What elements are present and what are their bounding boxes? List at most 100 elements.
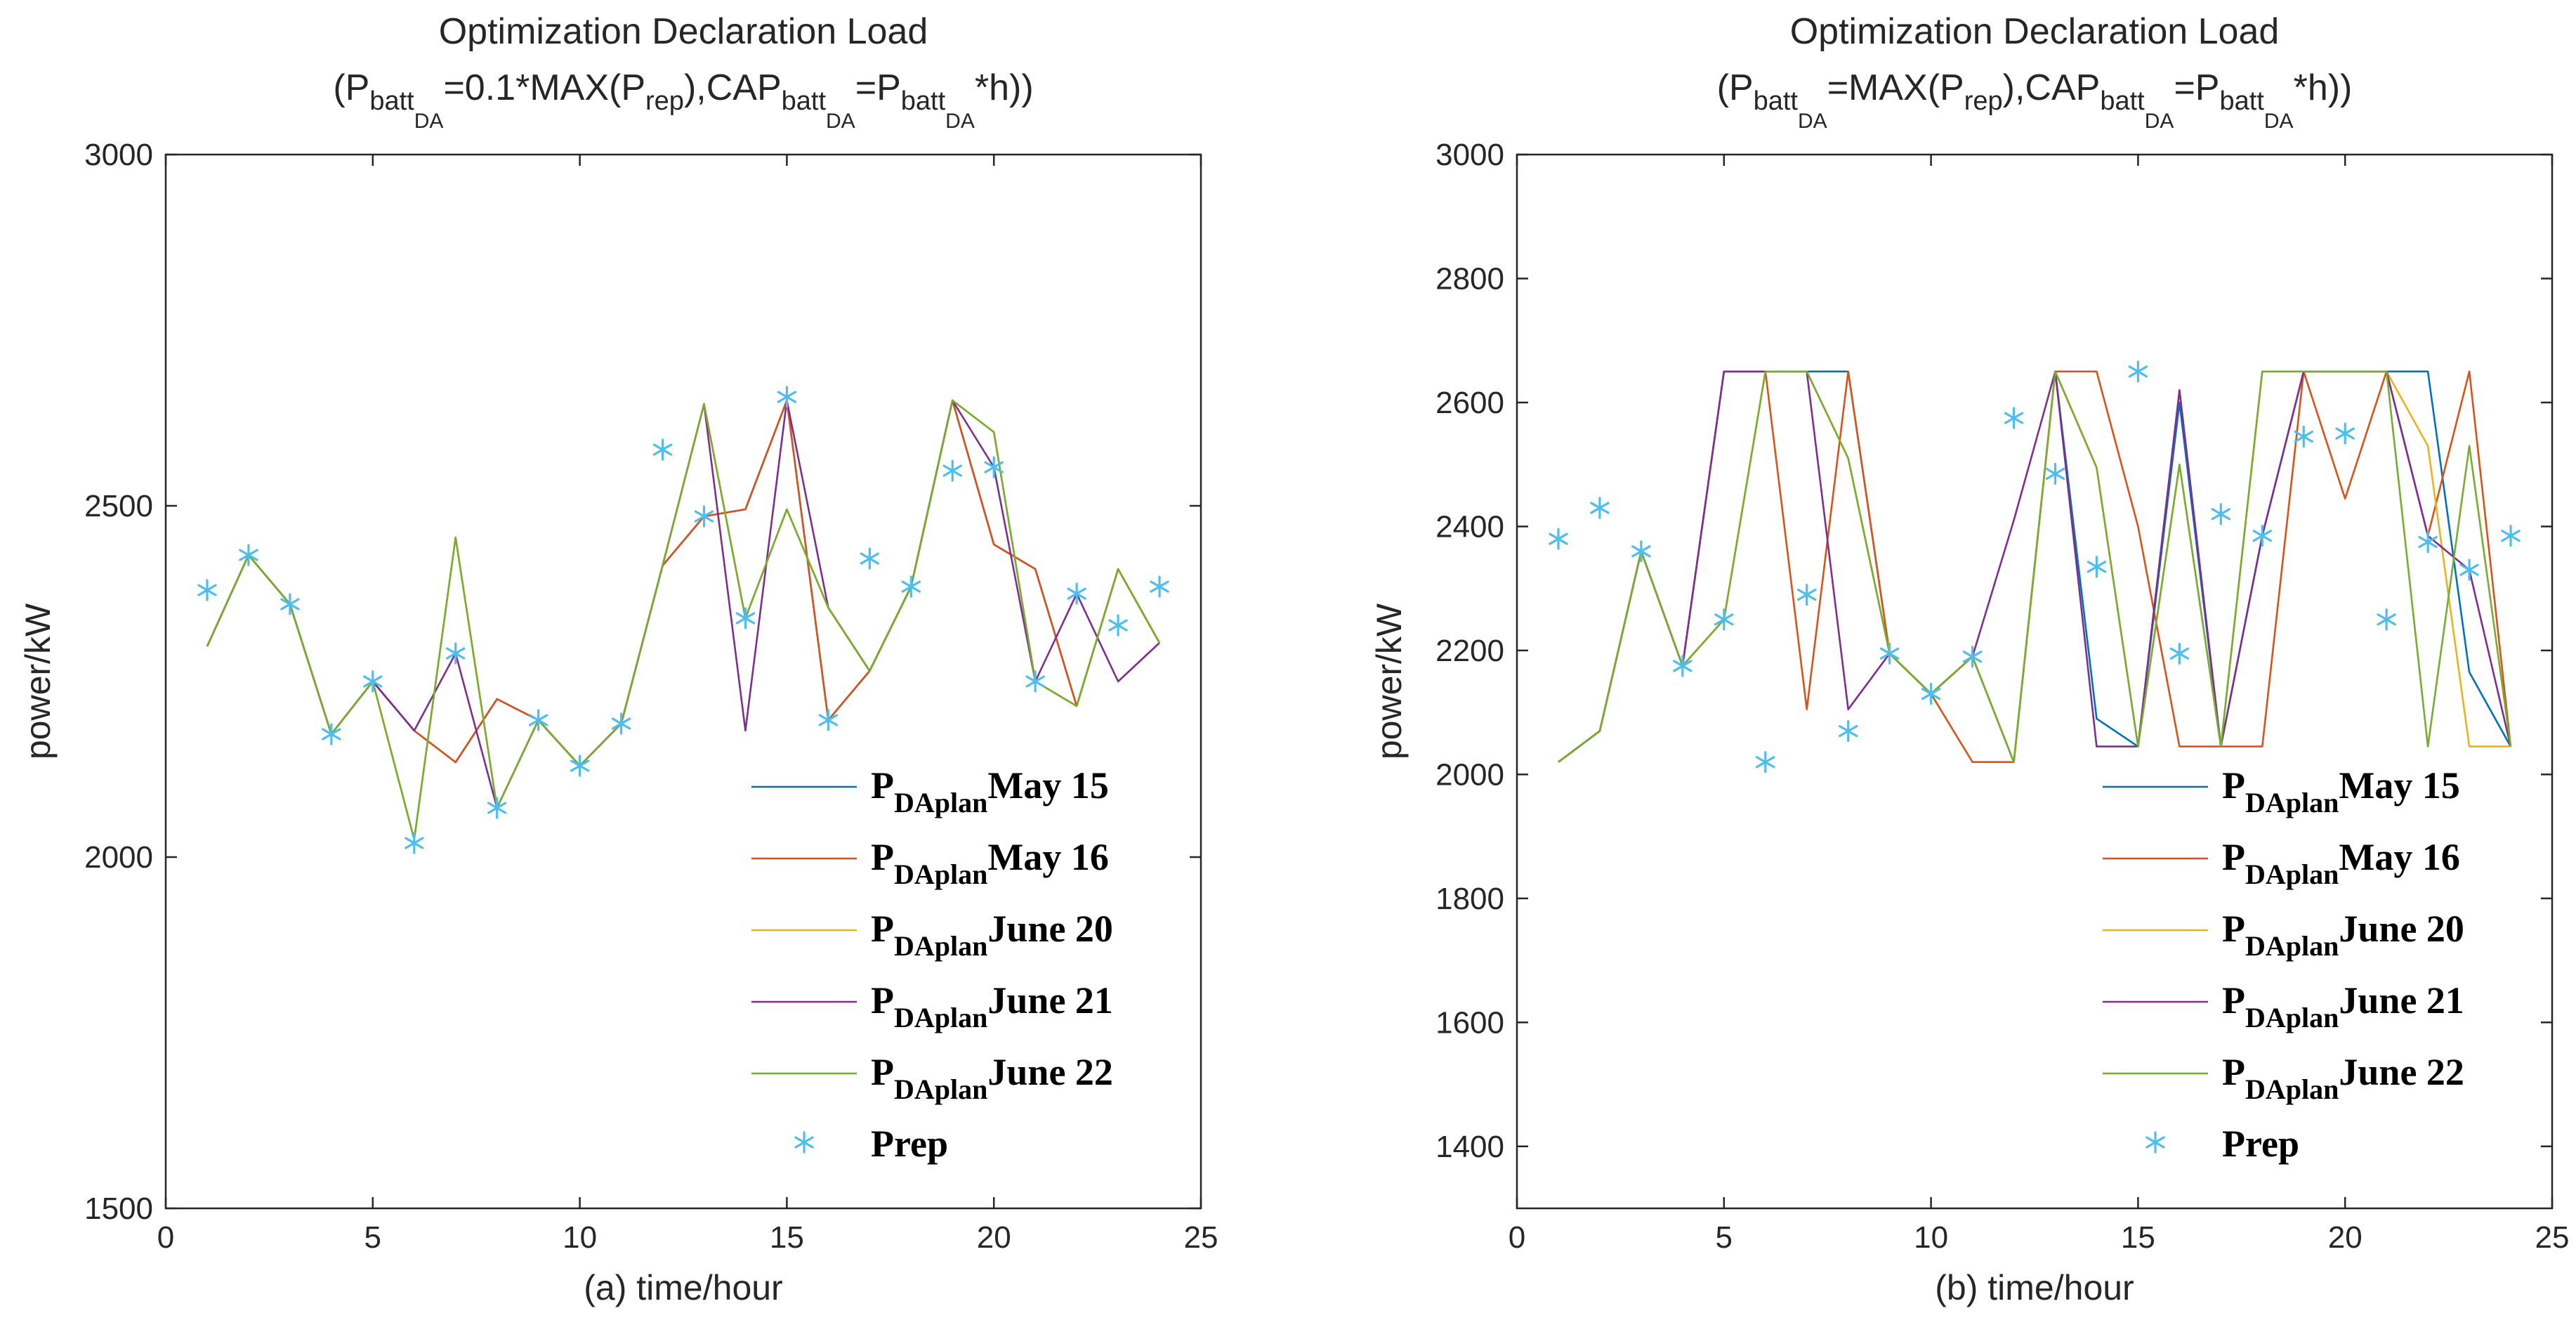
prep-marker xyxy=(1631,540,1651,563)
prep-marker xyxy=(528,709,548,731)
prep-marker xyxy=(570,755,590,777)
legend-label-may16: PDAplanMay 16 xyxy=(2222,836,2460,890)
x-tick-label: 15 xyxy=(2121,1220,2155,1255)
prep-marker xyxy=(1549,528,1568,550)
prep-marker xyxy=(2252,525,2273,547)
y-tick-label: 2500 xyxy=(84,489,153,523)
prep-marker xyxy=(2459,559,2479,581)
prep-marker xyxy=(2087,556,2107,578)
y-tick-label: 2800 xyxy=(1435,261,1504,296)
prep-marker xyxy=(239,544,258,566)
prep-marker xyxy=(280,593,300,615)
x-tick-label: 5 xyxy=(1716,1220,1733,1255)
chart-panel-b: 0 5 10 15 20 25 1400 1600 1800 2000 2200 2400 2600 28… xyxy=(1369,11,2569,1307)
y-tick-label: 1500 xyxy=(84,1191,153,1226)
chart-subtitle: (PbattDA=0.1*MAX(Prep),CAPbattDA=PbattDA… xyxy=(333,67,1033,133)
legend-label-may15: PDAplanMay 15 xyxy=(871,764,1109,818)
prep-marker xyxy=(984,456,1004,478)
prep-marker xyxy=(735,607,756,629)
prep-marker xyxy=(1714,608,1734,631)
prep-marker xyxy=(1025,670,1045,693)
prep-marker xyxy=(694,505,714,528)
prep-marker xyxy=(777,386,797,408)
prep-marker xyxy=(1838,719,1858,743)
prep-marker xyxy=(860,547,880,570)
prep-marker xyxy=(2294,425,2313,448)
x-tick-label: 20 xyxy=(977,1220,1011,1255)
legend-label-prep: Prep xyxy=(871,1123,948,1165)
legend-swatch-prep xyxy=(794,1131,814,1154)
legend-label-prep: Prep xyxy=(2222,1123,2299,1165)
prep-marker xyxy=(487,797,507,819)
prep-marker xyxy=(2377,608,2396,631)
prep-marker xyxy=(363,670,383,693)
y-axis-label: power/kW xyxy=(1369,603,1409,759)
x-tick-label: 15 xyxy=(770,1220,804,1255)
x-tick-label: 10 xyxy=(1914,1220,1948,1255)
prep-marker xyxy=(445,642,466,665)
prep-marker xyxy=(1067,582,1086,605)
prep-marker xyxy=(2335,422,2355,445)
chart-panel-a: 0 5 10 15 20 25 1500 2000 2500 3000 (a) time/hour p… xyxy=(18,11,1218,1307)
legend-label-june21: PDAplanJune 21 xyxy=(871,979,1113,1033)
y-tick-label: 1800 xyxy=(1435,882,1504,916)
legend-label-june22: PDAplanJune 22 xyxy=(871,1051,1113,1105)
legend: PDAplanMay 15 PDAplanMay 16 PDAplanJune 20… xyxy=(2103,764,2464,1165)
prep-marker xyxy=(2045,462,2065,485)
x-axis-label: (a) time/hour xyxy=(584,1268,782,1307)
x-axis-label: (b) time/hour xyxy=(1935,1268,2134,1307)
prep-marker xyxy=(2128,360,2148,383)
y-tick-label: 2400 xyxy=(1435,509,1504,544)
prep-marker xyxy=(197,579,217,601)
prep-marker xyxy=(1796,583,1817,606)
legend-label-may16: PDAplanMay 16 xyxy=(871,836,1109,890)
x-tick-label: 10 xyxy=(563,1220,597,1255)
y-axis-label: power/kW xyxy=(18,603,58,759)
legend: PDAplanMay 15 PDAplanMay 16 PDAplanJune 20… xyxy=(751,764,1113,1165)
x-tick-label: 25 xyxy=(2535,1220,2570,1255)
y-tick-label: 1400 xyxy=(1435,1130,1504,1164)
y-tick-label: 3000 xyxy=(84,138,153,172)
prep-marker xyxy=(1150,575,1169,598)
legend-label-june21: PDAplanJune 21 xyxy=(2222,979,2464,1033)
prep-marker xyxy=(1962,646,1983,668)
series-group xyxy=(206,399,1161,841)
x-tick-label: 20 xyxy=(2328,1220,2363,1255)
chart-title: Optimization Declaration Load xyxy=(439,11,928,52)
legend-label-june20: PDAplanJune 20 xyxy=(871,908,1113,962)
prep-marker xyxy=(1590,497,1610,519)
prep-marker xyxy=(942,459,962,482)
y-tick-label: 2200 xyxy=(1435,634,1504,668)
prep-marker xyxy=(611,712,631,735)
prep-marker xyxy=(901,575,921,598)
series-line-june22 xyxy=(206,399,1161,841)
prep-marker xyxy=(405,832,424,854)
prep-marker xyxy=(1879,642,1900,665)
x-tick-label: 0 xyxy=(157,1220,174,1255)
series-line-june22 xyxy=(1558,370,2512,763)
prep-marker xyxy=(2004,407,2024,429)
x-tick-label: 0 xyxy=(1509,1220,1525,1255)
legend-label-june20: PDAplanJune 20 xyxy=(2222,908,2464,962)
y-tick-label: 2600 xyxy=(1435,386,1504,420)
plot-area-frame xyxy=(1516,153,2554,1210)
prep-marker xyxy=(2169,642,2190,665)
prep-marker xyxy=(1756,751,1775,773)
prep-marker xyxy=(2418,530,2438,554)
series-group xyxy=(1558,370,2512,763)
y-tick-label: 1600 xyxy=(1435,1005,1504,1040)
chart-subtitle: (PbattDA=MAX(Prep),CAPbattDA=PbattDA*h)) xyxy=(1717,67,2353,133)
prep-marker xyxy=(652,438,673,461)
prep-marker xyxy=(818,709,839,731)
prep-marker xyxy=(1673,655,1693,677)
prep-marker xyxy=(1921,683,1941,705)
y-tick-label: 3000 xyxy=(1435,138,1504,172)
x-tick-label: 5 xyxy=(364,1220,381,1255)
prep-marker xyxy=(2211,503,2231,525)
x-tick-label: 25 xyxy=(1184,1220,1218,1255)
y-tick-label: 2000 xyxy=(1435,757,1504,792)
prep-marker xyxy=(1108,614,1128,636)
y-tick-label: 2000 xyxy=(84,840,153,875)
